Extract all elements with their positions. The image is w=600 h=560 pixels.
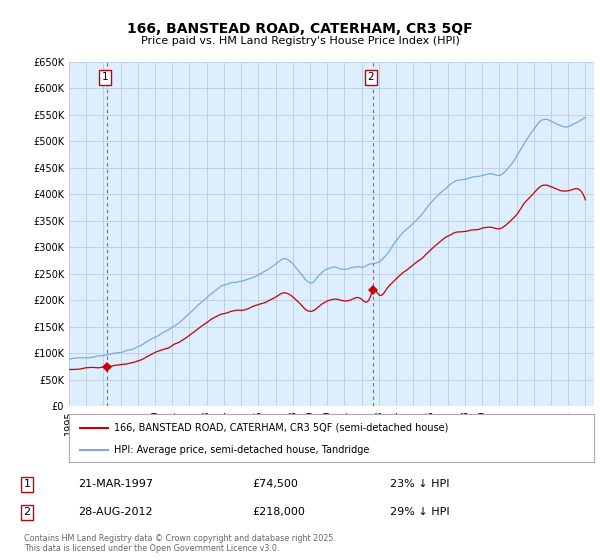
Text: 2: 2 <box>23 507 31 517</box>
Text: HPI: Average price, semi-detached house, Tandridge: HPI: Average price, semi-detached house,… <box>113 445 369 455</box>
Text: £218,000: £218,000 <box>252 507 305 517</box>
Text: 28-AUG-2012: 28-AUG-2012 <box>78 507 152 517</box>
Text: 23% ↓ HPI: 23% ↓ HPI <box>390 479 449 489</box>
Text: 1: 1 <box>23 479 31 489</box>
Text: 29% ↓ HPI: 29% ↓ HPI <box>390 507 449 517</box>
Text: 21-MAR-1997: 21-MAR-1997 <box>78 479 153 489</box>
Text: £74,500: £74,500 <box>252 479 298 489</box>
Text: 2: 2 <box>368 72 374 82</box>
Text: Contains HM Land Registry data © Crown copyright and database right 2025.
This d: Contains HM Land Registry data © Crown c… <box>24 534 336 553</box>
Text: 166, BANSTEAD ROAD, CATERHAM, CR3 5QF: 166, BANSTEAD ROAD, CATERHAM, CR3 5QF <box>127 22 473 36</box>
Text: 166, BANSTEAD ROAD, CATERHAM, CR3 5QF (semi-detached house): 166, BANSTEAD ROAD, CATERHAM, CR3 5QF (s… <box>113 423 448 433</box>
Text: 1: 1 <box>102 72 109 82</box>
Text: Price paid vs. HM Land Registry's House Price Index (HPI): Price paid vs. HM Land Registry's House … <box>140 36 460 46</box>
